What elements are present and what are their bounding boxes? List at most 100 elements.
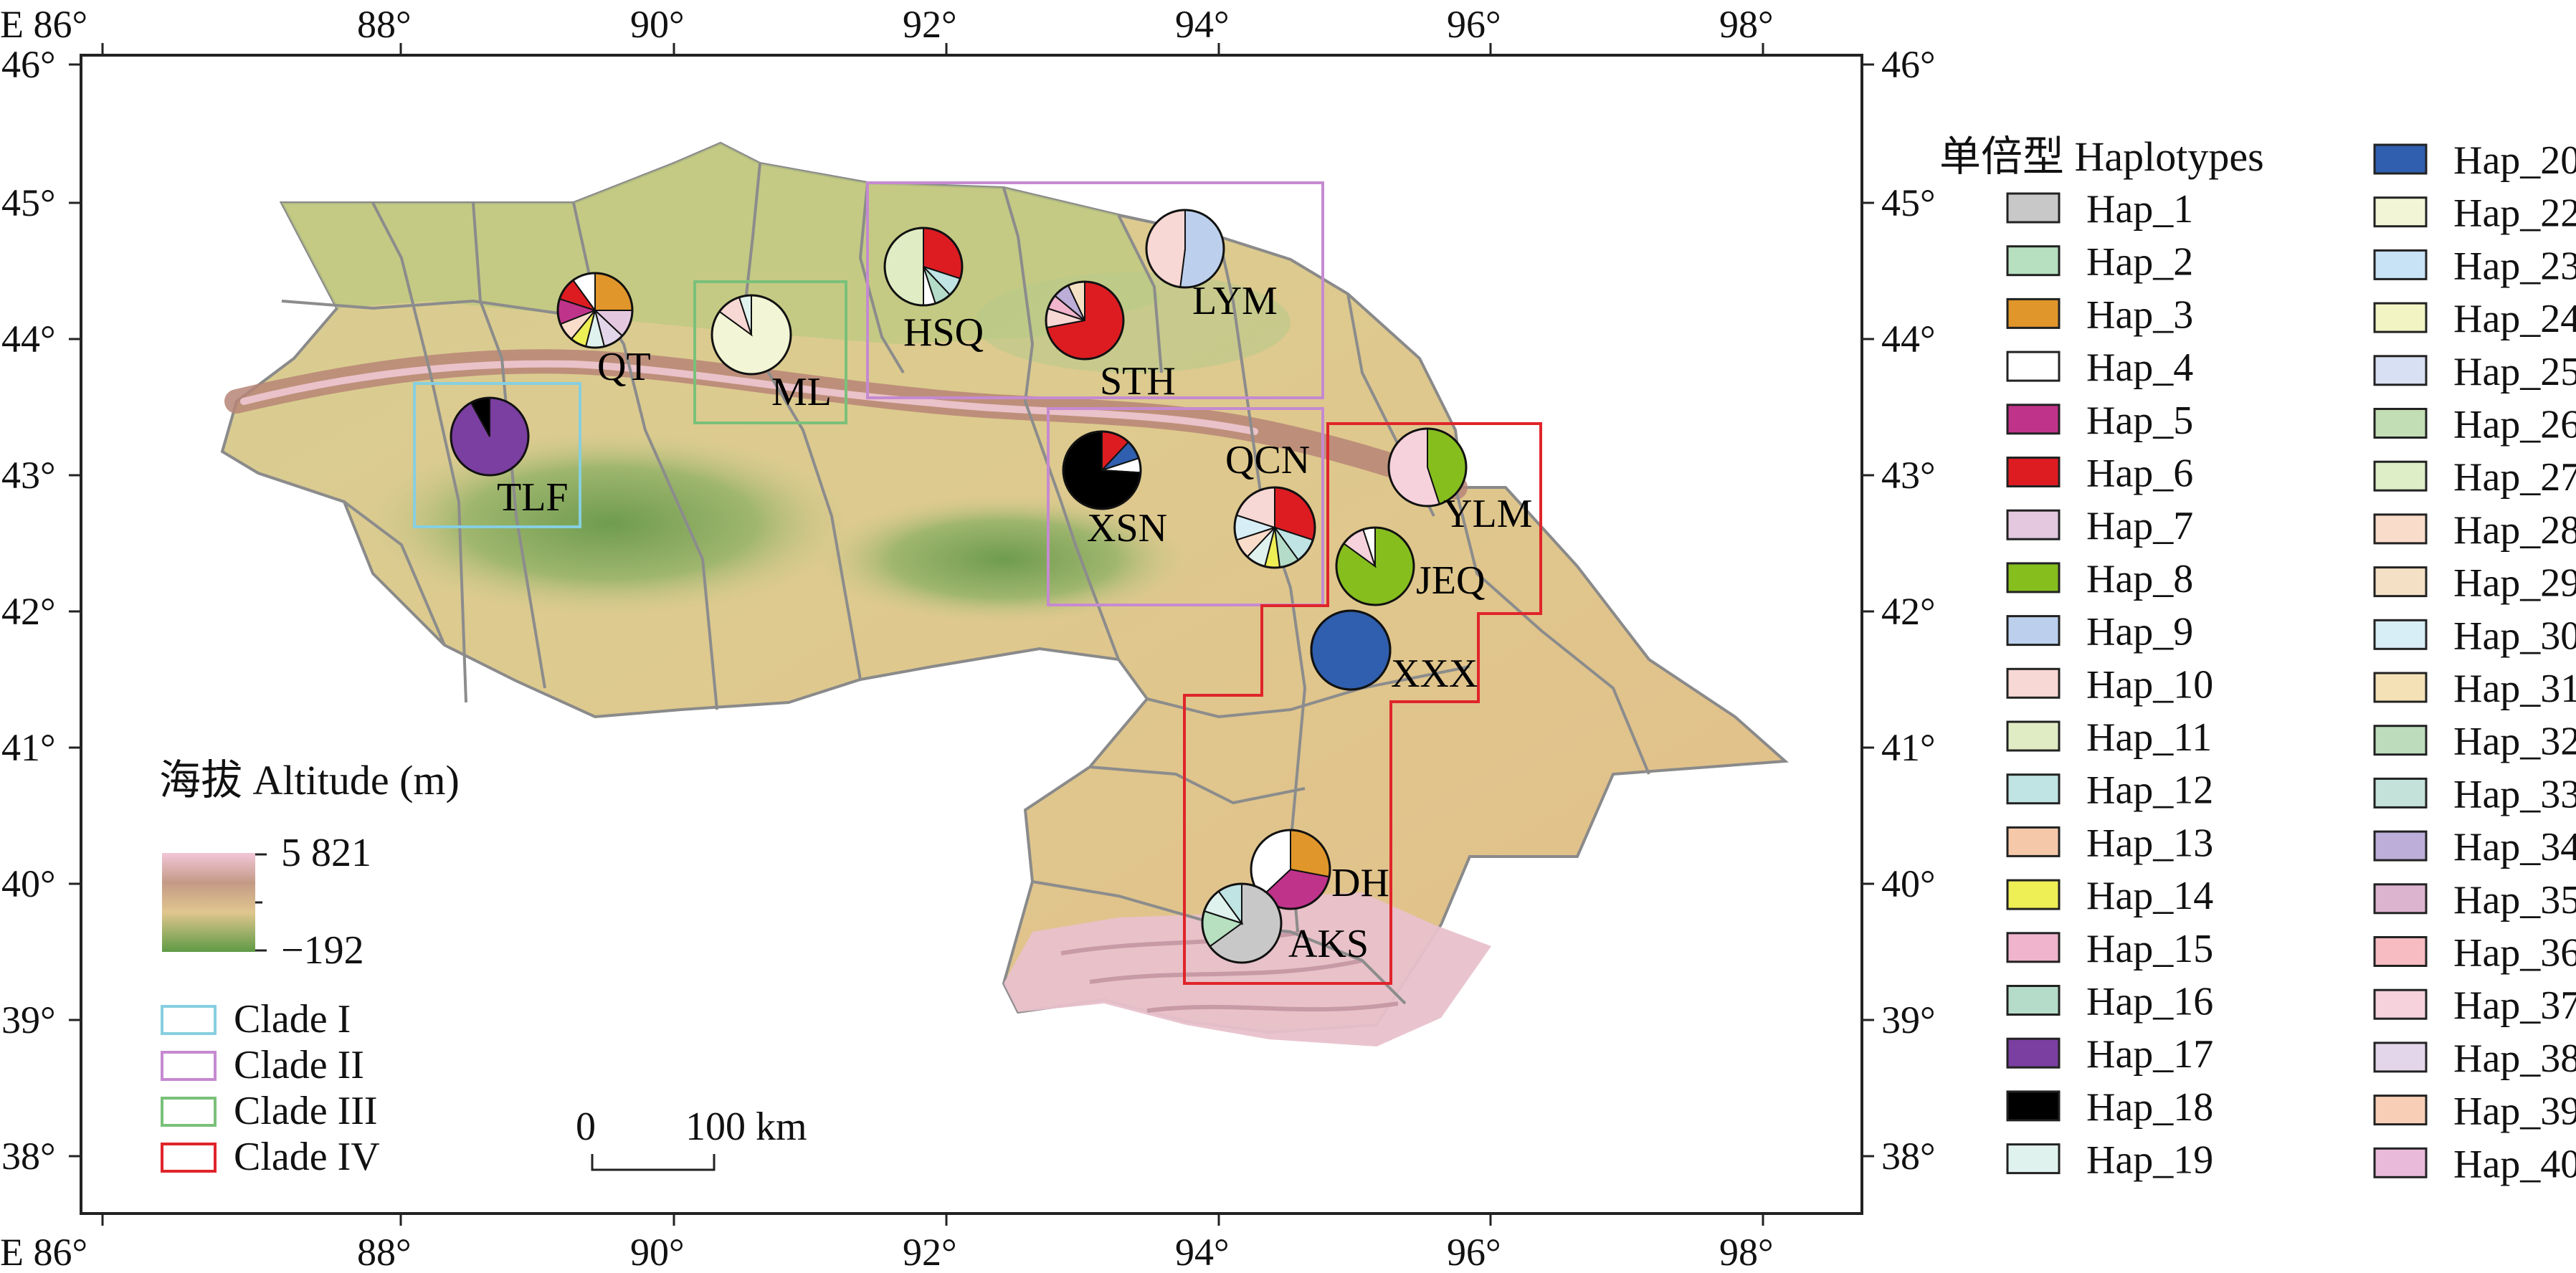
- site-pie-qcn: [1233, 486, 1316, 569]
- x-tick-bottom-92: 92°: [903, 1231, 957, 1273]
- pie-outline: [1250, 829, 1331, 910]
- pie-outline: [710, 294, 792, 376]
- haplotype-label: Hap_40: [2453, 1142, 2576, 1186]
- site-pie-ml: [710, 294, 792, 376]
- haplotype-label: Hap_11: [2086, 715, 2212, 760]
- haplotype-label: Hap_34: [2453, 825, 2576, 869]
- pie-outline: [883, 227, 964, 307]
- haplotype-label: Hap_26: [2453, 403, 2576, 447]
- x-tick-top-98: 98°: [1719, 3, 1774, 46]
- haplotype-swatch: [2006, 509, 2061, 540]
- y-tick-right-45: 45°: [1881, 181, 1936, 224]
- haplotype-swatch: [2373, 196, 2428, 228]
- turpan-basin: [366, 430, 853, 616]
- site-pie-tlf: [450, 396, 530, 477]
- haplotype-label: Hap_28: [2453, 508, 2576, 553]
- haplotype-swatch: [2006, 773, 2061, 805]
- scale-bar-end-label: 100 km: [685, 1105, 807, 1149]
- haplotype-label: Hap_33: [2453, 772, 2576, 816]
- x-tick-top-94: 94°: [1175, 3, 1230, 46]
- site-label-xsn: XSN: [1087, 506, 1167, 550]
- haplotype-legend-title: 单倍型 Haplotypes: [1939, 133, 2264, 180]
- haplotype-label: Hap_25: [2453, 350, 2576, 394]
- x-tick-bottom-90: 90°: [630, 1231, 685, 1273]
- y-tick-left-40: 40°: [1, 862, 56, 905]
- x-tick-top-88: 88°: [357, 3, 412, 46]
- site-pie-aks: [1201, 882, 1283, 964]
- haplotype-swatch: [2006, 1090, 2061, 1122]
- x-tick-top-90: 90°: [630, 3, 685, 46]
- haplotype-label: Hap_4: [2086, 345, 2193, 390]
- x-tick-top-96: 96°: [1447, 3, 1501, 46]
- pie-outline: [1233, 486, 1316, 569]
- clade-label: Clade IV: [234, 1135, 380, 1179]
- frame-ticks: [69, 43, 1874, 1226]
- haplotype-swatch: [2006, 879, 2061, 910]
- y-tick-right-46: 46°: [1881, 43, 1936, 86]
- haplotype-swatch: [2006, 720, 2061, 752]
- haplotype-swatch: [2006, 985, 2061, 1016]
- site-pie-lym: [1145, 209, 1225, 289]
- scale-bar: [591, 1154, 716, 1171]
- pie-outline: [556, 272, 634, 349]
- haplotype-legend: Hap_1 Hap_2 Hap_3 Hap_4 Hap_5 Hap_6 Hap_7 Hap_8…: [2006, 138, 2576, 1186]
- haplotype-label: Hap_5: [2086, 399, 2193, 443]
- haplotype-swatch: [2006, 615, 2061, 647]
- haplotype-label: Hap_29: [2453, 561, 2576, 606]
- haplotype-swatch: [2373, 513, 2428, 545]
- site-pie-sth: [1045, 280, 1125, 361]
- clade-i-box: [413, 382, 581, 528]
- y-tick-left-46: 46°: [1, 43, 56, 86]
- x-tick-top-92: 92°: [903, 3, 957, 46]
- clade-iv-box: [1183, 422, 1542, 985]
- site-label-qt: QT: [597, 345, 651, 389]
- haplotype-swatch: [2006, 826, 2061, 857]
- haplotype-swatch: [2006, 192, 2061, 224]
- tianshan-ridge-snow: [240, 360, 1258, 435]
- site-label-sth: STH: [1100, 359, 1176, 404]
- pie-outline: [450, 396, 530, 477]
- x-tick-bottom-88: 88°: [357, 1231, 412, 1273]
- haplotype-label: Hap_6: [2086, 452, 2193, 496]
- hami-basin: [817, 495, 1190, 624]
- y-tick-right-42: 42°: [1881, 590, 1936, 633]
- y-tick-right-40: 40°: [1881, 862, 1936, 905]
- x-tick-bottom-86: E 86°: [0, 1231, 87, 1273]
- haplotype-label: Hap_8: [2086, 557, 2193, 601]
- haplotype-swatch: [2373, 672, 2428, 703]
- haplotype-label: Hap_27: [2453, 455, 2576, 500]
- site-pie-ylm: [1387, 427, 1468, 507]
- site-label-qcn: QCN: [1225, 438, 1310, 482]
- y-tick-left-41: 41°: [1, 726, 56, 769]
- haplotype-swatch: [2373, 883, 2428, 915]
- clade-label: Clade I: [234, 997, 351, 1041]
- haplotype-label: Hap_35: [2453, 878, 2576, 922]
- haplotype-swatch: [2373, 460, 2428, 492]
- pie-outline: [1387, 427, 1468, 507]
- haplotype-label: Hap_22: [2453, 191, 2576, 236]
- y-tick-left-44: 44°: [1, 318, 56, 361]
- haplotype-label: Hap_31: [2453, 667, 2576, 711]
- haplotype-label: Hap_15: [2086, 927, 2213, 971]
- x-tick-bottom-96: 96°: [1447, 1231, 1501, 1273]
- haplotype-pies: [450, 209, 1468, 964]
- site-label-ml: ML: [771, 370, 832, 414]
- site-pie-jeq: [1335, 526, 1415, 606]
- pie-outline: [1145, 209, 1225, 289]
- y-tick-left-45: 45°: [1, 181, 56, 224]
- haplotype-swatch: [2006, 1143, 2061, 1175]
- clade-label: Clade III: [234, 1089, 378, 1133]
- clade-iii-box: [693, 280, 847, 424]
- haplotype-swatch: [2006, 297, 2061, 329]
- haplotype-label: Hap_37: [2453, 983, 2576, 1028]
- pie-outline: [1201, 882, 1283, 964]
- site-label-hsq: HSQ: [903, 310, 984, 355]
- haplotype-swatch: [2373, 619, 2428, 650]
- haplotype-swatch: [2373, 302, 2428, 333]
- site-label-tlf: TLF: [497, 475, 569, 520]
- haplotype-swatch: [2373, 143, 2428, 175]
- haplotype-label: Hap_24: [2453, 297, 2576, 341]
- altitude-color-ramp: [162, 853, 255, 952]
- haplotype-swatch: [2006, 404, 2061, 435]
